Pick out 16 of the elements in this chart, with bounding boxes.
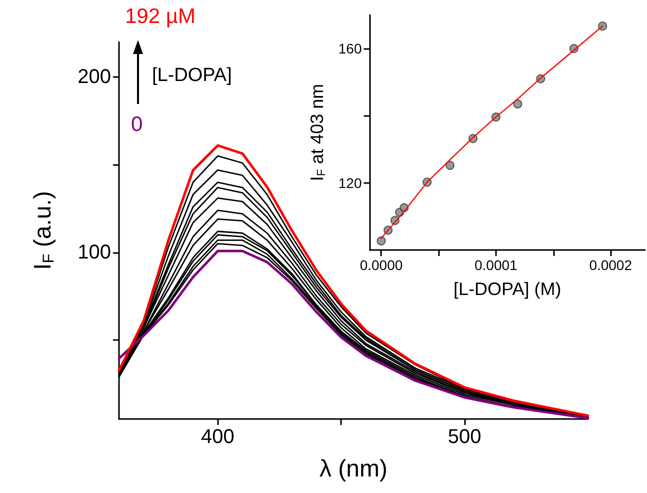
x-tick-label: 500 bbox=[448, 426, 482, 448]
annotation: [L-DOPA] bbox=[152, 65, 232, 86]
x-axis-title: λ (nm) bbox=[320, 456, 388, 482]
y-tick-label: 200 bbox=[78, 66, 111, 88]
text: 192 µM bbox=[125, 5, 196, 28]
y-tick-label: 160 bbox=[338, 40, 362, 57]
y-axis-title: IF at 403 nm bbox=[307, 84, 328, 182]
x-tick-label: 0.0002 bbox=[589, 257, 632, 273]
y-axis-title: IF (a.u.) bbox=[30, 191, 58, 270]
x-tick-label: 0.0000 bbox=[360, 257, 403, 273]
x-tick-label: 0.0001 bbox=[474, 257, 518, 273]
x-axis-title: [L-DOPA] (M) bbox=[454, 279, 562, 299]
y-tick-label: 100 bbox=[78, 241, 111, 264]
y-tick-label: 120 bbox=[338, 174, 362, 191]
text: 0 bbox=[131, 113, 143, 136]
x-tick-label: 400 bbox=[201, 426, 234, 448]
